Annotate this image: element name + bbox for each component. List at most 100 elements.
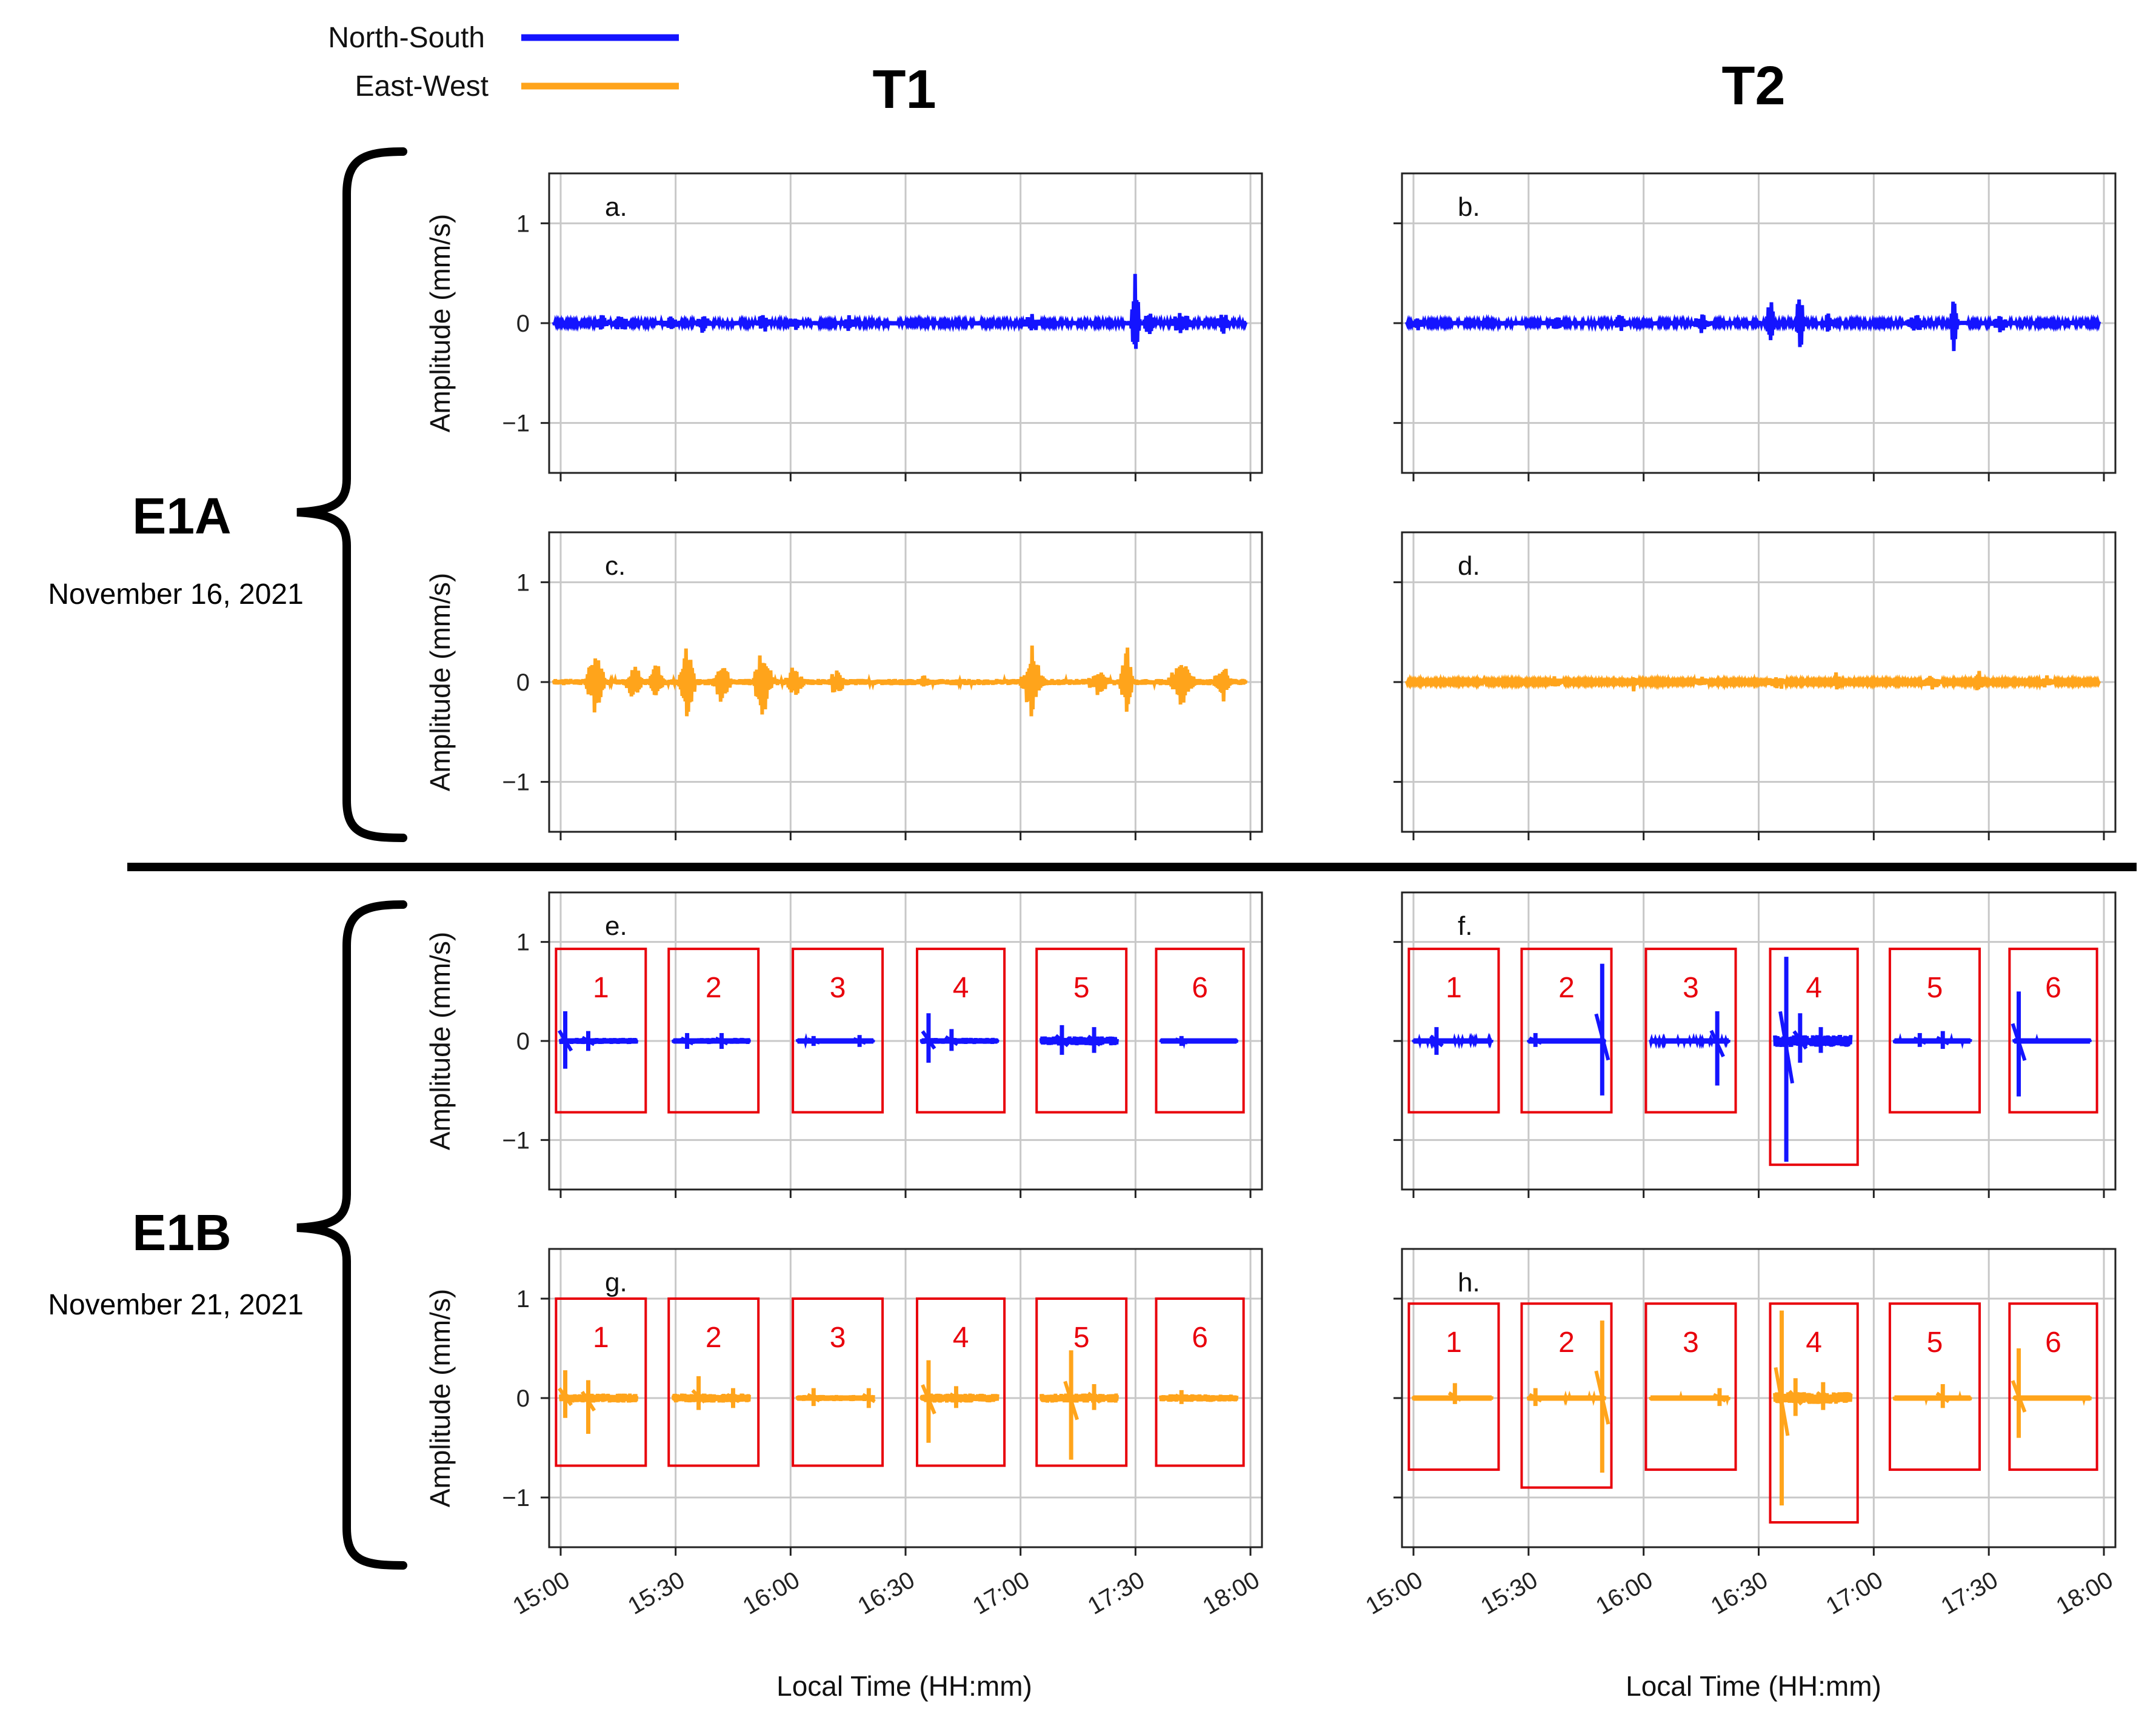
ytick-label-e-1: 0: [516, 1028, 530, 1055]
ytick-label-g-2: 1: [516, 1286, 530, 1313]
panel-tag-e: e.: [605, 911, 627, 941]
window-box-e-4: [915, 948, 1006, 1114]
window-label-g-3: 3: [830, 1322, 846, 1354]
window-box-g-6: [1155, 1297, 1245, 1467]
window-box-f-3: [1644, 948, 1737, 1114]
window-spike-body-f-4-1: [1792, 1030, 1808, 1050]
window-label-g-5: 5: [1073, 1322, 1090, 1354]
legend-label-north-south: North-South: [328, 22, 485, 54]
window-label-h-2: 2: [1558, 1327, 1575, 1359]
brace-e1b: [296, 900, 407, 1570]
window-spike-body-f-5-1: [1935, 1036, 1950, 1046]
window-spike-body-f-4-0: [1778, 1011, 1795, 1084]
window-box-e-6: [1155, 948, 1245, 1114]
ytick-label-a-2: 1: [516, 210, 530, 237]
window-spike-body-g-1-1: [580, 1391, 596, 1412]
legend: North-South East-West: [328, 22, 679, 102]
ytick-label-c-1: 0: [516, 669, 530, 696]
window-box-g-4: [915, 1297, 1006, 1467]
ylabel-c: Amplitude (mm/s): [424, 573, 456, 791]
window-spike-body-e-3-0: [807, 1037, 821, 1045]
series-trace-c: [552, 645, 1248, 717]
window-spike-body-e-4-1: [944, 1035, 959, 1046]
window-label-f-3: 3: [1683, 972, 1699, 1004]
panel-tag-a: a.: [605, 192, 627, 222]
column-title-t1: T1: [872, 59, 936, 120]
ylabel-e: Amplitude (mm/s): [424, 932, 456, 1150]
ytick-label-c-2: 1: [516, 569, 530, 596]
panel-tag-b: b.: [1458, 192, 1480, 222]
window-spike-body-f-5-0: [1913, 1036, 1927, 1045]
window-box-f-2: [1520, 948, 1613, 1114]
window-spike-body-h-3-0: [1712, 1393, 1727, 1403]
series-trace-b: [1404, 299, 2101, 352]
window-box-e-5: [1035, 948, 1128, 1114]
window-spike-body-h-1-0: [1447, 1391, 1462, 1402]
panel-tag-d: d.: [1458, 551, 1480, 581]
window-box-f-4: [1769, 948, 1859, 1166]
window-box-h-6: [2008, 1302, 2098, 1471]
xlabel-t2: Local Time (HH:mm): [1626, 1670, 1881, 1702]
ytick-label-e-0: −1: [502, 1127, 530, 1154]
window-spike-body-h-4-2: [1815, 1391, 1831, 1404]
panel-e: 1 2 3 4 5 6 −1 0 1 Amplitude (mm/s) e.: [424, 891, 1263, 1198]
window-spike-body-h-4-1: [1788, 1390, 1803, 1406]
brace-e1a: [296, 147, 407, 842]
legend-label-east-west: East-West: [355, 70, 489, 102]
ylabel-a: Amplitude (mm/s): [424, 214, 456, 432]
window-spike-body-h-2-1: [1594, 1370, 1610, 1425]
window-label-e-4: 4: [953, 972, 969, 1004]
ylabel-g: Amplitude (mm/s): [424, 1289, 456, 1507]
window-box-h-2: [1520, 1302, 1613, 1489]
window-label-e-2: 2: [706, 972, 722, 1004]
window-label-h-3: 3: [1683, 1327, 1699, 1359]
panel-b: b.: [1393, 172, 2117, 481]
window-spike-body-g-2-0: [691, 1389, 706, 1404]
window-label-g-1: 1: [593, 1322, 609, 1354]
window-spike-body-e-4-0: [921, 1030, 936, 1050]
column-title-t2: T2: [1721, 56, 1785, 116]
window-spike-body-g-6-0: [1175, 1393, 1189, 1402]
panel-tag-c: c.: [605, 551, 626, 581]
window-spike-body-e-2-1: [715, 1036, 729, 1046]
window-box-f-6: [2008, 948, 2098, 1114]
window-box-e-3: [792, 948, 884, 1114]
window-spike-body-h-4-0: [1774, 1367, 1790, 1436]
window-label-f-1: 1: [1446, 972, 1462, 1004]
ytick-label-a-1: 0: [516, 310, 530, 337]
panels: −1 0 1 Amplitude (mm/s) a. b. −1 0 1 Amplitude (m…: [424, 172, 2118, 1620]
window-label-e-1: 1: [593, 972, 609, 1004]
window-box-h-1: [1407, 1302, 1500, 1471]
window-spike-body-g-3-1: [861, 1393, 876, 1404]
window-box-g-3: [792, 1297, 884, 1467]
window-box-f-5: [1888, 948, 1981, 1114]
group-label-e1a: E1A: [132, 487, 231, 544]
window-box-g-1: [555, 1297, 647, 1467]
window-spike-body-e-5-1: [1087, 1034, 1101, 1047]
window-box-g-2: [667, 1297, 760, 1467]
window-spike-body-e-3-1: [853, 1037, 867, 1045]
window-label-h-5: 5: [1927, 1327, 1943, 1359]
window-spike-body-f-6-0: [2011, 1023, 2027, 1061]
window-spike-body-h-5-0: [1935, 1391, 1950, 1404]
panel-tag-h: h.: [1458, 1268, 1480, 1297]
panel-a: −1 0 1 Amplitude (mm/s) a.: [424, 172, 1263, 481]
window-spike-body-g-1-0: [558, 1387, 573, 1407]
series-trace-d: [1404, 671, 2101, 692]
panel-tag-g: g.: [605, 1268, 627, 1297]
window-label-g-2: 2: [706, 1322, 722, 1354]
window-spike-body-h-6-0: [2011, 1380, 2027, 1413]
window-box-h-5: [1888, 1302, 1981, 1471]
ytick-label-c-0: −1: [502, 769, 530, 796]
window-spike-body-f-3-0: [1709, 1029, 1725, 1057]
window-label-e-5: 5: [1073, 972, 1090, 1004]
window-box-h-4: [1769, 1302, 1859, 1524]
group-label-e1b: E1B: [132, 1204, 231, 1261]
window-label-f-4: 4: [1806, 972, 1822, 1004]
window-label-f-6: 6: [2045, 972, 2061, 1004]
window-spike-body-g-4-0: [921, 1384, 936, 1414]
window-spike-body-e-5-0: [1055, 1034, 1069, 1048]
window-spike-body-e-1-1: [581, 1036, 595, 1046]
panel-c: −1 0 1 Amplitude (mm/s) c.: [424, 531, 1263, 840]
